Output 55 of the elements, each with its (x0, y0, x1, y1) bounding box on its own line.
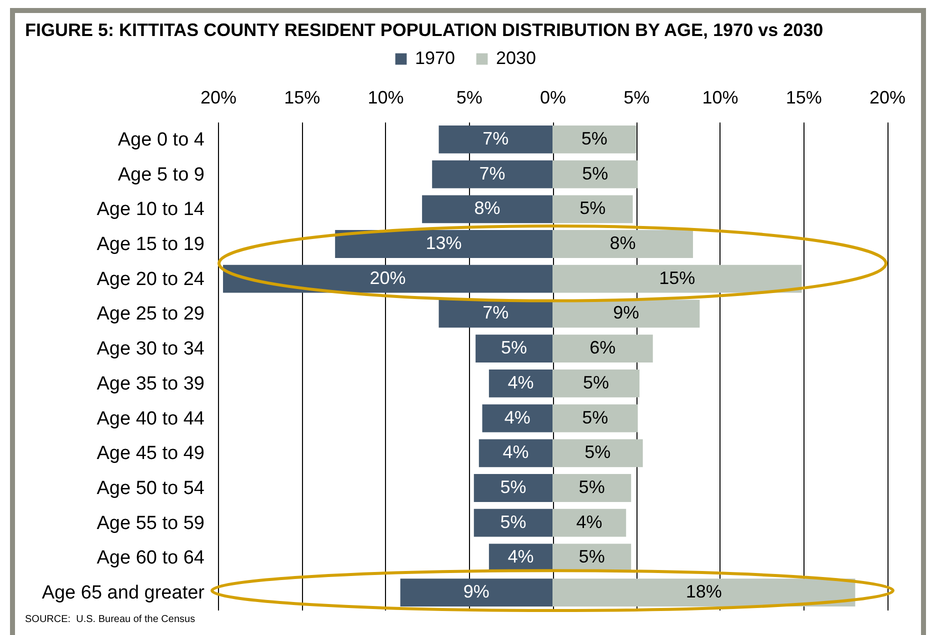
x-tick-label: 0% (540, 88, 566, 108)
data-label: 8% (474, 198, 500, 218)
data-label: 7% (482, 302, 509, 323)
data-label: 4% (502, 442, 529, 462)
data-label: 4% (508, 546, 534, 567)
data-label: 20% (370, 268, 406, 288)
x-tick-label: 5% (456, 88, 482, 108)
data-label: 5% (501, 338, 528, 358)
y-tick-label: Age 25 to 29 (96, 304, 204, 325)
x-tick-label: 20% (200, 88, 237, 108)
y-tick-label: Age 45 to 49 (96, 443, 204, 464)
data-label: 5% (580, 198, 606, 218)
data-label: 7% (482, 128, 509, 148)
data-label: 13% (426, 233, 462, 253)
y-tick-label: Age 50 to 54 (96, 478, 205, 499)
x-tick-label: 10% (702, 88, 738, 108)
y-tick-label: Age 65 and greater (42, 582, 206, 604)
data-label: 5% (578, 546, 605, 567)
x-tick-label: 15% (284, 88, 320, 108)
x-tick-label: 15% (786, 88, 822, 108)
y-tick-label: Age 10 to 14 (96, 199, 205, 220)
y-tick-label: Age 15 to 19 (96, 234, 204, 255)
y-tick-label: Age 5 to 9 (118, 164, 204, 186)
legend-label: 1970 (415, 48, 456, 68)
data-label: 5% (578, 477, 605, 497)
y-tick-label: Age 35 to 39 (96, 373, 204, 394)
y-tick-label: Age 60 to 64 (96, 548, 205, 569)
data-label: 8% (610, 233, 636, 253)
x-tick-label: 10% (368, 88, 404, 108)
data-label: 5% (581, 128, 608, 148)
data-label: 9% (463, 582, 490, 602)
data-label: 5% (582, 407, 608, 428)
data-label: 5% (582, 163, 608, 184)
data-label: 5% (584, 442, 611, 462)
data-label: 15% (659, 268, 696, 288)
data-label: 4% (508, 372, 534, 392)
data-label: 6% (590, 338, 616, 358)
data-label: 4% (504, 407, 530, 428)
chart-title: FIGURE 5: KITTITAS COUNTY RESIDENT POPULATION DISTRIBUTION BY AGE, 1970 vs 2030 (25, 20, 824, 41)
data-label: 5% (500, 512, 526, 532)
x-tick-label: 20% (869, 88, 906, 108)
y-tick-label: Age 20 to 24 (96, 268, 205, 290)
data-label: 18% (686, 582, 722, 602)
y-tick-label: Age 30 to 34 (96, 338, 205, 360)
x-tick-label: 5% (624, 88, 650, 108)
data-label: 9% (613, 302, 640, 323)
legend-label: 2030 (496, 48, 536, 68)
data-label: 7% (479, 163, 506, 184)
y-tick-label: Age 0 to 4 (118, 129, 205, 150)
data-label: 5% (582, 372, 609, 392)
data-label: 4% (576, 512, 602, 532)
data-label: 5% (500, 477, 526, 497)
source-note: SOURCE: U.S. Bureau of the Census (25, 614, 196, 625)
y-tick-label: Age 40 to 44 (96, 408, 205, 430)
y-tick-label: Age 55 to 59 (96, 512, 204, 534)
